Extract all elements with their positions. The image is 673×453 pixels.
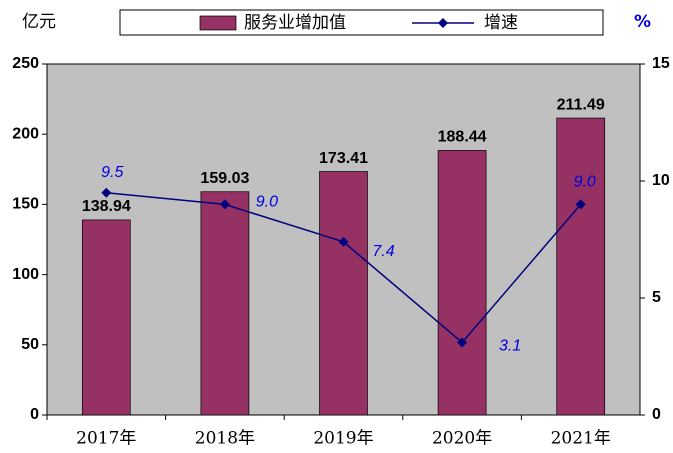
line-marker <box>457 337 468 348</box>
bar-value-label: 138.94 <box>82 198 131 215</box>
bar-value-label: 211.49 <box>557 96 605 113</box>
bar-value-label: 188.44 <box>438 129 487 146</box>
y-tick-label: 100 <box>12 266 39 283</box>
legend-swatch <box>199 15 237 31</box>
x-tick-label: 2021年 <box>551 429 611 449</box>
bar <box>437 150 487 416</box>
y-tick-label: 50 <box>21 336 39 353</box>
x-tick-label: 2017年 <box>76 429 136 449</box>
line-value-label: 3.1 <box>499 338 521 355</box>
line-marker <box>338 236 349 247</box>
y-tick-label: 0 <box>30 406 39 423</box>
bar <box>200 191 250 416</box>
bar <box>81 219 131 416</box>
bar-value-label: 159.03 <box>200 170 249 187</box>
y-tick-label: 250 <box>12 55 39 72</box>
legend-label: 服务业增加值 <box>244 13 346 33</box>
line-marker <box>575 199 586 210</box>
x-tick-label: 2019年 <box>313 429 373 449</box>
line-value-label: 9.5 <box>101 164 123 181</box>
legend-swatch <box>438 18 448 28</box>
bar <box>556 117 606 416</box>
y-axis-label: 亿元 <box>22 12 56 32</box>
legend-box <box>119 9 604 36</box>
y2-tick-label: 10 <box>652 172 670 189</box>
y2-tick-label: 0 <box>652 406 661 423</box>
line-value-label: 9.0 <box>574 174 596 191</box>
line-value-label: 9.0 <box>256 194 278 211</box>
line-marker <box>101 187 112 198</box>
line-marker <box>219 199 230 210</box>
y2-tick-label: 15 <box>652 55 670 72</box>
line-value-label: 7.4 <box>372 243 394 260</box>
bar <box>319 171 368 416</box>
y2-tick-label: 5 <box>652 289 661 306</box>
y-tick-label: 200 <box>12 125 39 142</box>
y2-axis-label: % <box>634 12 651 32</box>
x-tick-label: 2020年 <box>432 429 492 449</box>
legend-label: 增速 <box>484 13 518 33</box>
bar-value-label: 173.41 <box>319 150 368 167</box>
y-tick-label: 150 <box>12 196 39 213</box>
x-tick-label: 2018年 <box>195 429 255 449</box>
